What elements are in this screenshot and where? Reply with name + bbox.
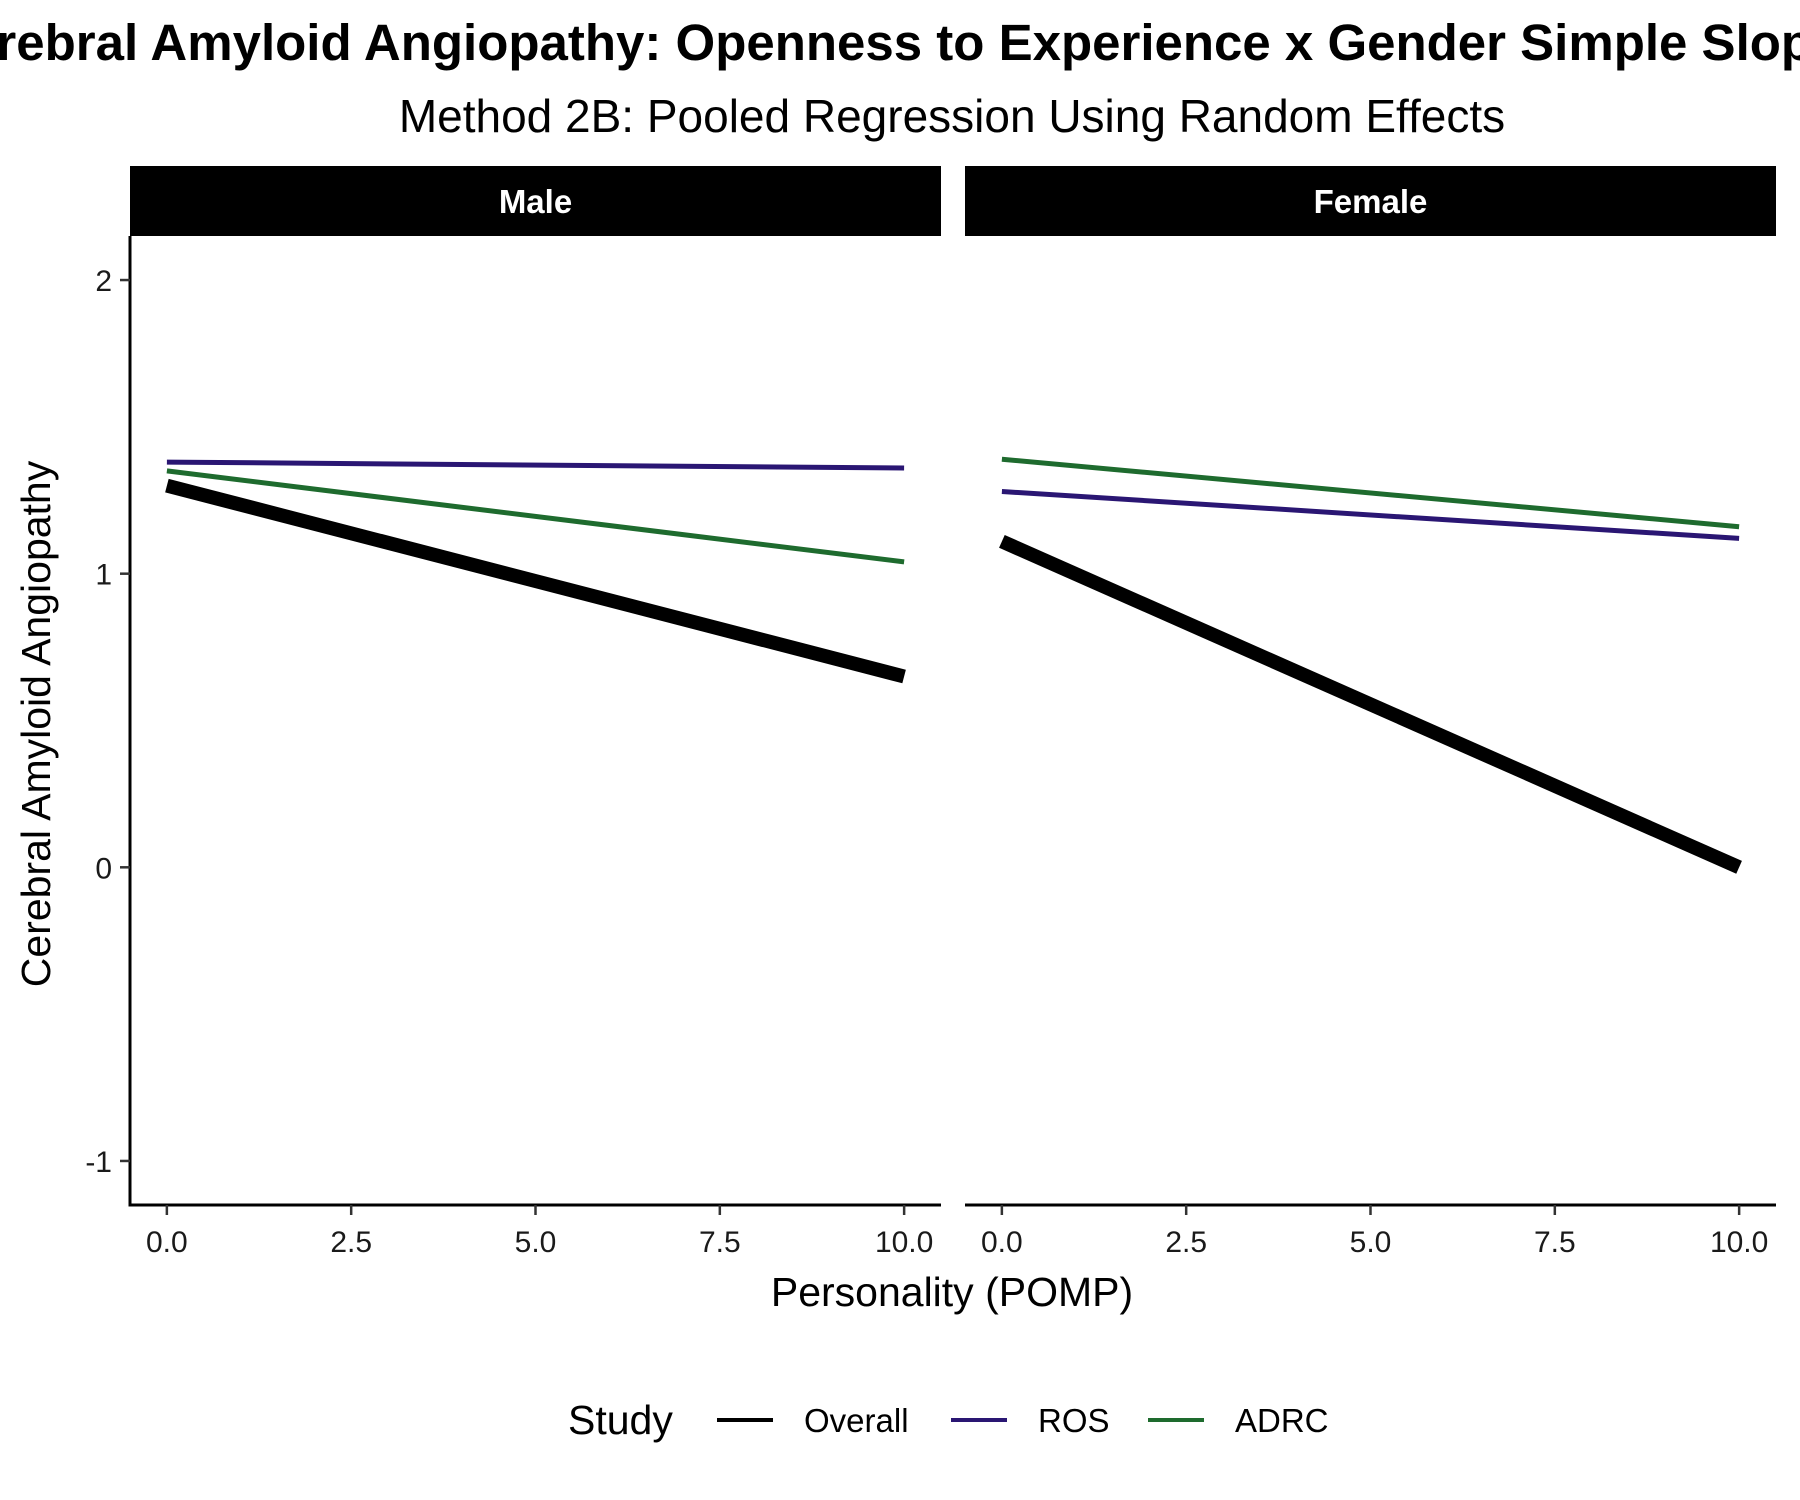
series-line-overall — [999, 534, 1742, 874]
chart-title: Cerebral Amyloid Angiopathy: Openness to… — [0, 14, 1800, 71]
x-tick-label: 0.0 — [981, 1226, 1023, 1259]
legend-label-ros: ROS — [1038, 1402, 1110, 1439]
legend-label-overall: Overall — [804, 1402, 909, 1439]
series-line-adrc — [1001, 456, 1740, 530]
facet-strip-label: Female — [1314, 183, 1428, 220]
series-line-overall — [165, 478, 906, 684]
legend-title: Study — [568, 1397, 673, 1443]
series-line-ros — [1001, 489, 1740, 541]
facet-strip — [130, 166, 941, 236]
facet-strip — [965, 166, 1776, 236]
x-tick-label: 10.0 — [875, 1226, 933, 1259]
legend-label-adrc: ADRC — [1235, 1402, 1329, 1439]
y-tick-label: 2 — [95, 265, 112, 298]
y-axis-title: Cerebral Amyloid Angiopathy — [13, 460, 59, 987]
facet-panels: Male 0.0 2.5 5.0 7.5 10.0 Female 0.0 2.5 5.0 7.5 10… — [130, 166, 1776, 1259]
x-axis-title: Personality (POMP) — [771, 1269, 1133, 1315]
facet-panel-female: Female 0.0 2.5 5.0 7.5 10.0 — [965, 166, 1776, 1259]
x-tick-label: 7.5 — [699, 1226, 741, 1259]
x-tick-label: 10.0 — [1710, 1226, 1768, 1259]
x-tick-label: 5.0 — [515, 1226, 557, 1259]
x-tick-label: 0.0 — [146, 1226, 188, 1259]
chart-subtitle: Method 2B: Pooled Regression Using Rando… — [399, 90, 1505, 142]
facet-panel-male: Male 0.0 2.5 5.0 7.5 10.0 — [130, 166, 941, 1259]
x-tick-label: 7.5 — [1534, 1226, 1576, 1259]
y-tick-label: -1 — [85, 1146, 112, 1179]
y-tick-label: 1 — [95, 559, 112, 592]
x-tick-label: 2.5 — [1165, 1226, 1207, 1259]
legend: Study Overall ROS ADRC — [568, 1397, 1329, 1443]
series-line-ros — [166, 459, 905, 471]
y-axis: 2 1 0 -1 — [85, 236, 132, 1207]
y-tick-label: 0 — [95, 852, 112, 885]
facet-strip-label: Male — [499, 183, 572, 220]
x-tick-label: 2.5 — [330, 1226, 372, 1259]
series-line-adrc — [166, 468, 905, 565]
x-tick-label: 5.0 — [1350, 1226, 1392, 1259]
